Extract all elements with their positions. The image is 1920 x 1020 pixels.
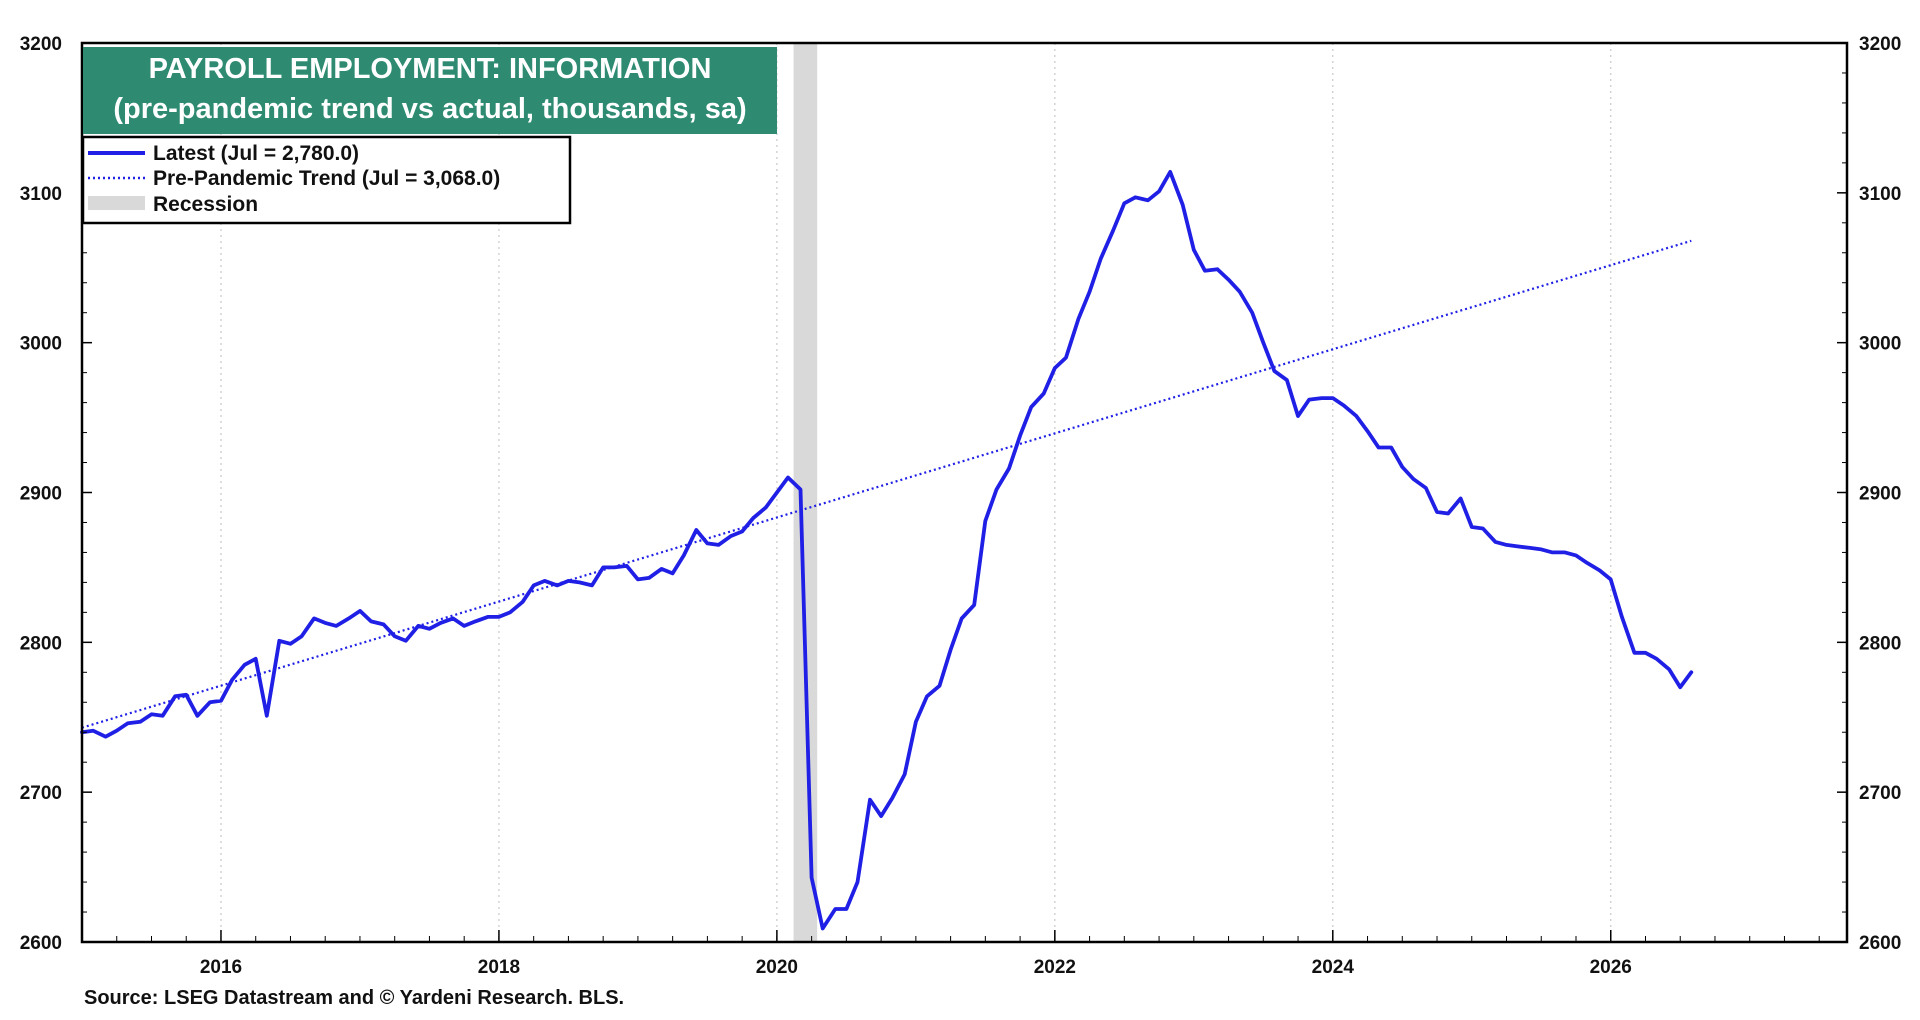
source-note: Source: LSEG Datastream and © Yardeni Re… xyxy=(84,987,624,1009)
title-background xyxy=(83,47,777,134)
y-tick-label-right: 3100 xyxy=(1859,184,1901,205)
y-tick-label-right: 2600 xyxy=(1859,933,1901,954)
chart-title-box: PAYROLL EMPLOYMENT: INFORMATION (pre-pan… xyxy=(83,47,777,134)
x-tick-label: 2020 xyxy=(756,957,798,978)
y-tick-label-left: 3200 xyxy=(20,34,62,55)
axes: 2016 2018 2020 2022 2024 2026 2600 2700 2800 2900… xyxy=(20,34,1902,978)
y-tick-label-right: 2800 xyxy=(1859,633,1901,654)
legend-box xyxy=(81,135,572,225)
y-tick-label-right: 3000 xyxy=(1859,334,1901,355)
y-tick-label-left: 2900 xyxy=(20,484,62,505)
y-tick-label-left: 2600 xyxy=(20,933,62,954)
x-tick-label: 2022 xyxy=(1034,957,1076,978)
legend-trend-label: Pre-Pandemic Trend (Jul = 3,068.0) xyxy=(153,167,500,190)
legend: Latest (Jul = 2,780.0) Pre-Pandemic Tren… xyxy=(81,135,572,225)
recession-bands xyxy=(793,43,818,942)
series xyxy=(80,170,1694,931)
legend-recession-swatch xyxy=(88,196,145,210)
y-tick-label-right: 2700 xyxy=(1859,783,1901,804)
x-tick-label: 2016 xyxy=(200,957,242,978)
legend-recession-label: Recession xyxy=(153,193,258,216)
chart-title: PAYROLL EMPLOYMENT: INFORMATION xyxy=(149,53,712,85)
x-tick-label: 2024 xyxy=(1312,957,1355,978)
x-tick-label: 2026 xyxy=(1590,957,1632,978)
y-tick-label-left: 2800 xyxy=(20,633,62,654)
x-tick-label: 2018 xyxy=(478,957,520,978)
series-latest-line xyxy=(80,170,1694,931)
y-tick-label-left: 2700 xyxy=(20,783,62,804)
y-tick-label-left: 3100 xyxy=(20,184,62,205)
y-tick-label-left: 3000 xyxy=(20,334,62,355)
legend-latest-label: Latest (Jul = 2,780.0) xyxy=(153,142,359,165)
chart-subtitle: (pre-pandemic trend vs actual, thousands… xyxy=(113,93,746,125)
recession-band xyxy=(793,43,818,942)
y-tick-label-right: 3200 xyxy=(1859,34,1901,55)
y-tick-label-right: 2900 xyxy=(1859,484,1901,505)
series-trend-line xyxy=(81,239,1692,729)
